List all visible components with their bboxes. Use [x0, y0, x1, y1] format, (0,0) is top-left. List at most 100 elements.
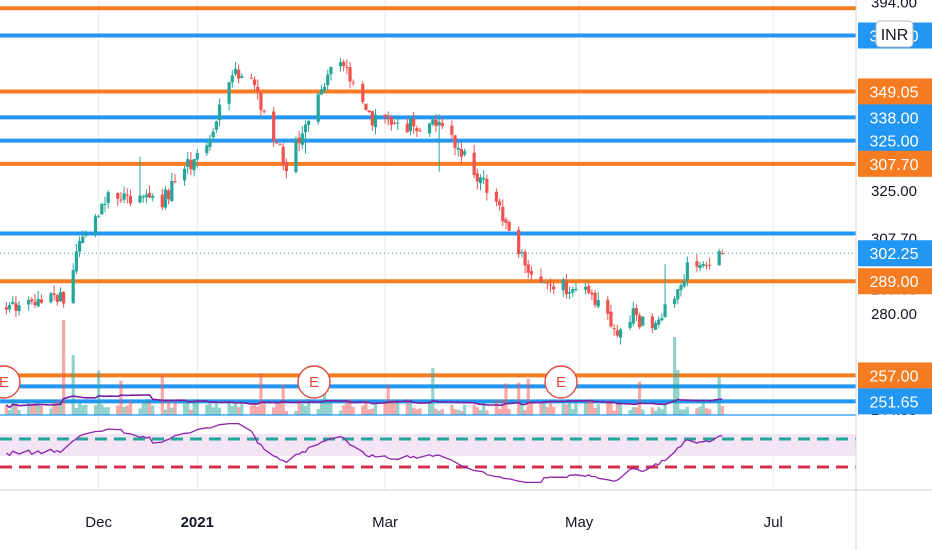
candle-body[interactable] — [657, 319, 661, 325]
candle-body[interactable] — [128, 196, 133, 204]
candle-body[interactable] — [300, 133, 304, 145]
candle-body[interactable] — [141, 196, 145, 198]
candle-body[interactable] — [695, 261, 699, 267]
price-axis-level-tags[interactable]: 361.50349.05338.00325.00307.70289.00257.… — [858, 22, 932, 415]
candle-body[interactable] — [217, 104, 222, 121]
candle-body[interactable] — [252, 79, 257, 86]
candle-body[interactable] — [230, 75, 234, 83]
candle-body[interactable] — [259, 92, 263, 111]
candle-body[interactable] — [39, 299, 43, 303]
candle-body[interactable] — [62, 292, 66, 304]
candle-body[interactable] — [386, 118, 390, 120]
candle-body[interactable] — [634, 307, 639, 316]
candlestick-series[interactable] — [4, 57, 724, 345]
candle-body[interactable] — [370, 111, 374, 126]
candle-body[interactable] — [167, 190, 171, 200]
candle-body[interactable] — [351, 82, 355, 84]
candle-body[interactable] — [529, 271, 534, 275]
candle-body[interactable] — [545, 282, 549, 284]
candle-body[interactable] — [147, 192, 152, 198]
candle-body[interactable] — [303, 124, 308, 133]
candle-body[interactable] — [504, 219, 508, 223]
candle-body[interactable] — [316, 94, 320, 122]
candle-body[interactable] — [660, 318, 664, 321]
earnings-marker-circle[interactable] — [297, 365, 331, 399]
candle-body[interactable] — [138, 195, 142, 203]
candle-body[interactable] — [189, 159, 193, 170]
candle-body[interactable] — [408, 118, 413, 132]
earnings-marker-circle[interactable] — [0, 365, 21, 399]
candle-body[interactable] — [526, 264, 530, 273]
candle-body[interactable] — [507, 222, 511, 231]
candle-body[interactable] — [548, 284, 553, 286]
price-tag-orange[interactable] — [858, 268, 932, 295]
price-tag-blue[interactable] — [858, 127, 932, 154]
candle-body[interactable] — [160, 194, 164, 208]
candle-body[interactable] — [151, 195, 155, 198]
candle-body[interactable] — [596, 300, 600, 307]
candle-body[interactable] — [427, 123, 432, 134]
candle-body[interactable] — [240, 76, 244, 78]
candle-body[interactable] — [568, 292, 572, 294]
candle-body[interactable] — [676, 289, 680, 300]
candle-body[interactable] — [663, 304, 667, 318]
candle-body[interactable] — [497, 201, 502, 206]
candle-body[interactable] — [182, 168, 187, 181]
candle-body[interactable] — [459, 148, 464, 157]
candle-body[interactable] — [720, 252, 724, 254]
candle-body[interactable] — [552, 286, 556, 290]
candle-body[interactable] — [173, 181, 177, 183]
time-axis[interactable]: Dec 2021 Mar May Jul — [85, 514, 783, 531]
candle-body[interactable] — [329, 67, 333, 75]
earnings-marker-1[interactable]: E — [0, 365, 21, 399]
candle-body[interactable] — [583, 286, 588, 290]
candle-body[interactable] — [36, 298, 40, 307]
candle-body[interactable] — [392, 122, 397, 124]
candle-body[interactable] — [281, 146, 285, 164]
earnings-marker-2[interactable]: E — [297, 365, 331, 399]
candle-body[interactable] — [523, 251, 527, 266]
candle-body[interactable] — [49, 293, 53, 303]
candle-body[interactable] — [472, 152, 476, 176]
candle-body[interactable] — [27, 300, 31, 305]
candle-body[interactable] — [475, 173, 479, 182]
candle-body[interactable] — [434, 119, 438, 127]
candle-body[interactable] — [482, 177, 486, 180]
candle-body[interactable] — [437, 121, 441, 126]
candle-body[interactable] — [440, 123, 444, 127]
candle-body[interactable] — [71, 270, 75, 303]
candle-body[interactable] — [593, 292, 597, 306]
candle-body[interactable] — [682, 280, 686, 287]
candle-body[interactable] — [367, 110, 371, 112]
price-tag-orange[interactable] — [858, 78, 932, 105]
candle-body[interactable] — [615, 330, 619, 336]
candle-body[interactable] — [348, 67, 352, 82]
candle-body[interactable] — [214, 121, 218, 130]
candle-body[interactable] — [227, 82, 231, 104]
candle-body[interactable] — [450, 125, 454, 135]
candle-body[interactable] — [571, 289, 575, 293]
candle-body[interactable] — [93, 216, 98, 235]
candle-body[interactable] — [345, 66, 349, 68]
candle-body[interactable] — [638, 315, 642, 328]
candle-body[interactable] — [278, 144, 282, 146]
candle-body[interactable] — [307, 120, 311, 126]
candle-body[interactable] — [208, 138, 212, 147]
candle-body[interactable] — [119, 199, 123, 201]
price-tag-blue[interactable] — [858, 104, 932, 131]
candle-body[interactable] — [284, 162, 288, 172]
earnings-marker-circle[interactable] — [544, 365, 578, 399]
candle-body[interactable] — [412, 118, 416, 127]
candle-body[interactable] — [364, 103, 368, 110]
candle-body[interactable] — [294, 139, 298, 173]
candle-body[interactable] — [338, 62, 343, 67]
candle-body[interactable] — [453, 135, 457, 148]
candle-body[interactable] — [256, 86, 260, 92]
candle-body[interactable] — [396, 122, 400, 124]
candle-body[interactable] — [125, 194, 129, 196]
candle-body[interactable] — [97, 215, 101, 217]
candle-body[interactable] — [17, 305, 21, 312]
price-tag-orange[interactable] — [858, 150, 932, 177]
candle-body[interactable] — [673, 298, 677, 305]
candle-body[interactable] — [297, 137, 301, 144]
